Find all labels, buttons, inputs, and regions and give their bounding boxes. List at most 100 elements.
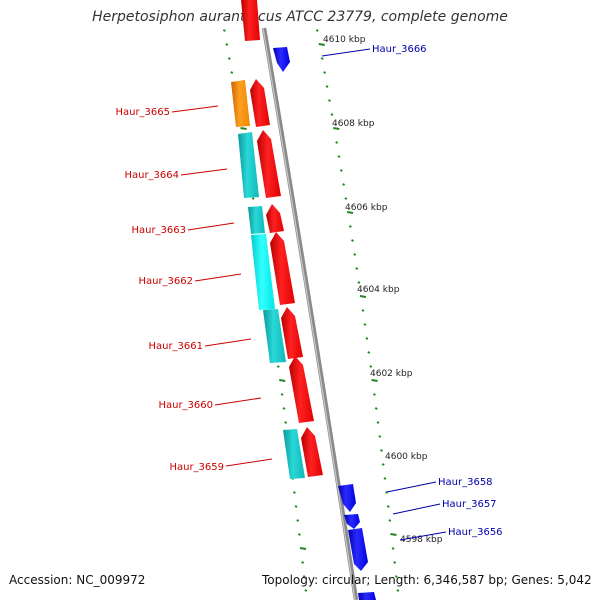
gene-haur-3664-partner[interactable] (238, 132, 259, 198)
gene-haur-3662[interactable] (270, 232, 295, 305)
scale-label: 4602 kbp (370, 369, 413, 379)
minor-tick (251, 197, 255, 200)
minor-tick (292, 491, 296, 494)
minor-tick (297, 533, 301, 536)
minor-tick (388, 519, 392, 522)
scale-label: 4606 kbp (345, 203, 388, 213)
minor-tick (301, 561, 305, 564)
gene-haur-3663[interactable] (266, 204, 284, 233)
gene-haur-3657[interactable] (344, 514, 360, 529)
gene-haur-3664[interactable] (257, 130, 281, 198)
gene-haur-3662-partner[interactable] (251, 234, 275, 310)
forward-track-genes (241, 0, 323, 477)
minor-tick (230, 71, 234, 74)
gene-haur-3661-partner[interactable] (263, 309, 286, 363)
gene-label-haur-3665[interactable]: Haur_3665 (115, 107, 170, 118)
minor-tick (367, 351, 371, 354)
minor-tick (342, 183, 346, 186)
minor-tick (369, 365, 373, 368)
label-leader-lines (171, 48, 447, 541)
minor-tick (328, 99, 331, 102)
gene-haur-3661[interactable] (281, 307, 303, 359)
minor-tick (372, 393, 376, 396)
gene-label-haur-3660[interactable]: Haur_3660 (158, 400, 213, 411)
gene-haur-3666[interactable] (273, 47, 290, 72)
minor-tick (381, 463, 385, 466)
gene-label-haur-3664[interactable]: Haur_3664 (124, 170, 179, 181)
leader-line-haur-3660 (214, 397, 262, 406)
leader-line-haur-3665 (171, 105, 219, 113)
gene-labels: Haur_3665 Haur_3664 Haur_3663 Haur_3662 … (115, 44, 502, 538)
minor-tick (355, 267, 359, 270)
minor-tick (304, 589, 308, 592)
scale-label: 4610 kbp (323, 35, 366, 45)
gene-blue-bottom[interactable] (358, 592, 376, 600)
gene-haur-3656[interactable] (348, 528, 368, 571)
minor-tick (296, 519, 300, 522)
gene-haur-3663-partner[interactable] (248, 206, 265, 234)
gene-label-haur-3656[interactable]: Haur_3656 (448, 527, 503, 538)
chromosome-backbone (261, 27, 359, 600)
gene-label-haur-3663[interactable]: Haur_3663 (131, 225, 186, 236)
gene-label-haur-3661[interactable]: Haur_3661 (148, 341, 203, 352)
chromosome-backbone-highlight (262, 27, 356, 600)
gene-haur-3665[interactable] (250, 79, 270, 127)
gene-haur-3658[interactable] (338, 484, 356, 512)
minor-tick (325, 85, 329, 88)
map-title: Herpetosiphon aurantiacus ATCC 23779, co… (92, 9, 508, 25)
blue-track-genes (273, 47, 376, 600)
minor-tick (339, 169, 343, 172)
gene-label-haur-3657[interactable]: Haur_3657 (442, 499, 497, 510)
minor-tick (393, 561, 397, 564)
gene-haur-3665-partner[interactable] (231, 80, 250, 127)
minor-tick (225, 43, 229, 46)
gene-haur-3660[interactable] (289, 356, 314, 423)
minor-tick (320, 57, 324, 60)
minor-tick (344, 197, 348, 200)
minor-tick (280, 393, 284, 396)
leader-line-haur-3657 (392, 503, 441, 515)
minor-tick (374, 407, 378, 410)
minor-tick (282, 407, 286, 410)
minor-tick (357, 281, 361, 284)
major-tick (318, 43, 325, 46)
minor-tick (363, 323, 367, 326)
major-tick (240, 127, 247, 130)
gene-red-top[interactable] (241, 0, 260, 41)
major-tick (359, 295, 367, 298)
major-tick (371, 379, 378, 382)
minor-tick (315, 29, 319, 32)
gene-label-haur-3666[interactable]: Haur_3666 (372, 44, 427, 55)
major-tick (346, 211, 354, 214)
gene-label-haur-3662[interactable]: Haur_3662 (138, 276, 193, 287)
leader-line-haur-3666 (321, 48, 371, 57)
minor-tick (365, 337, 369, 340)
gene-label-haur-3658[interactable]: Haur_3658 (438, 477, 493, 488)
minor-tick (227, 57, 231, 60)
reverse-track-genes (231, 80, 305, 479)
minor-tick (391, 547, 395, 550)
major-tick (390, 533, 397, 536)
scale-label: 4600 kbp (385, 452, 428, 462)
gene-haur-3659-partner[interactable] (283, 429, 305, 479)
minor-tick (348, 225, 352, 228)
scale-label: 4604 kbp (357, 285, 400, 295)
accession-text: Accession: NC_009972 (9, 573, 146, 587)
minor-tick (294, 505, 298, 508)
leader-line-haur-3662 (194, 273, 242, 282)
leader-line-haur-3656 (399, 531, 447, 541)
minor-tick (284, 421, 288, 424)
minor-tick (376, 421, 380, 424)
minor-tick (276, 365, 280, 368)
minor-tick (378, 435, 382, 438)
minor-tick (380, 449, 383, 452)
genome-summary-text: Topology: circular; Length: 6,346,587 bp… (262, 573, 592, 587)
scale-labels: 4610 kbp 4608 kbp 4606 kbp 4604 kbp 4602… (323, 35, 443, 545)
gene-label-haur-3659[interactable]: Haur_3659 (169, 462, 224, 473)
leader-line-haur-3659 (225, 458, 273, 467)
minor-tick (394, 575, 398, 578)
minor-tick (302, 575, 306, 578)
leader-line-haur-3664 (180, 168, 228, 176)
gene-haur-3659[interactable] (301, 427, 323, 477)
